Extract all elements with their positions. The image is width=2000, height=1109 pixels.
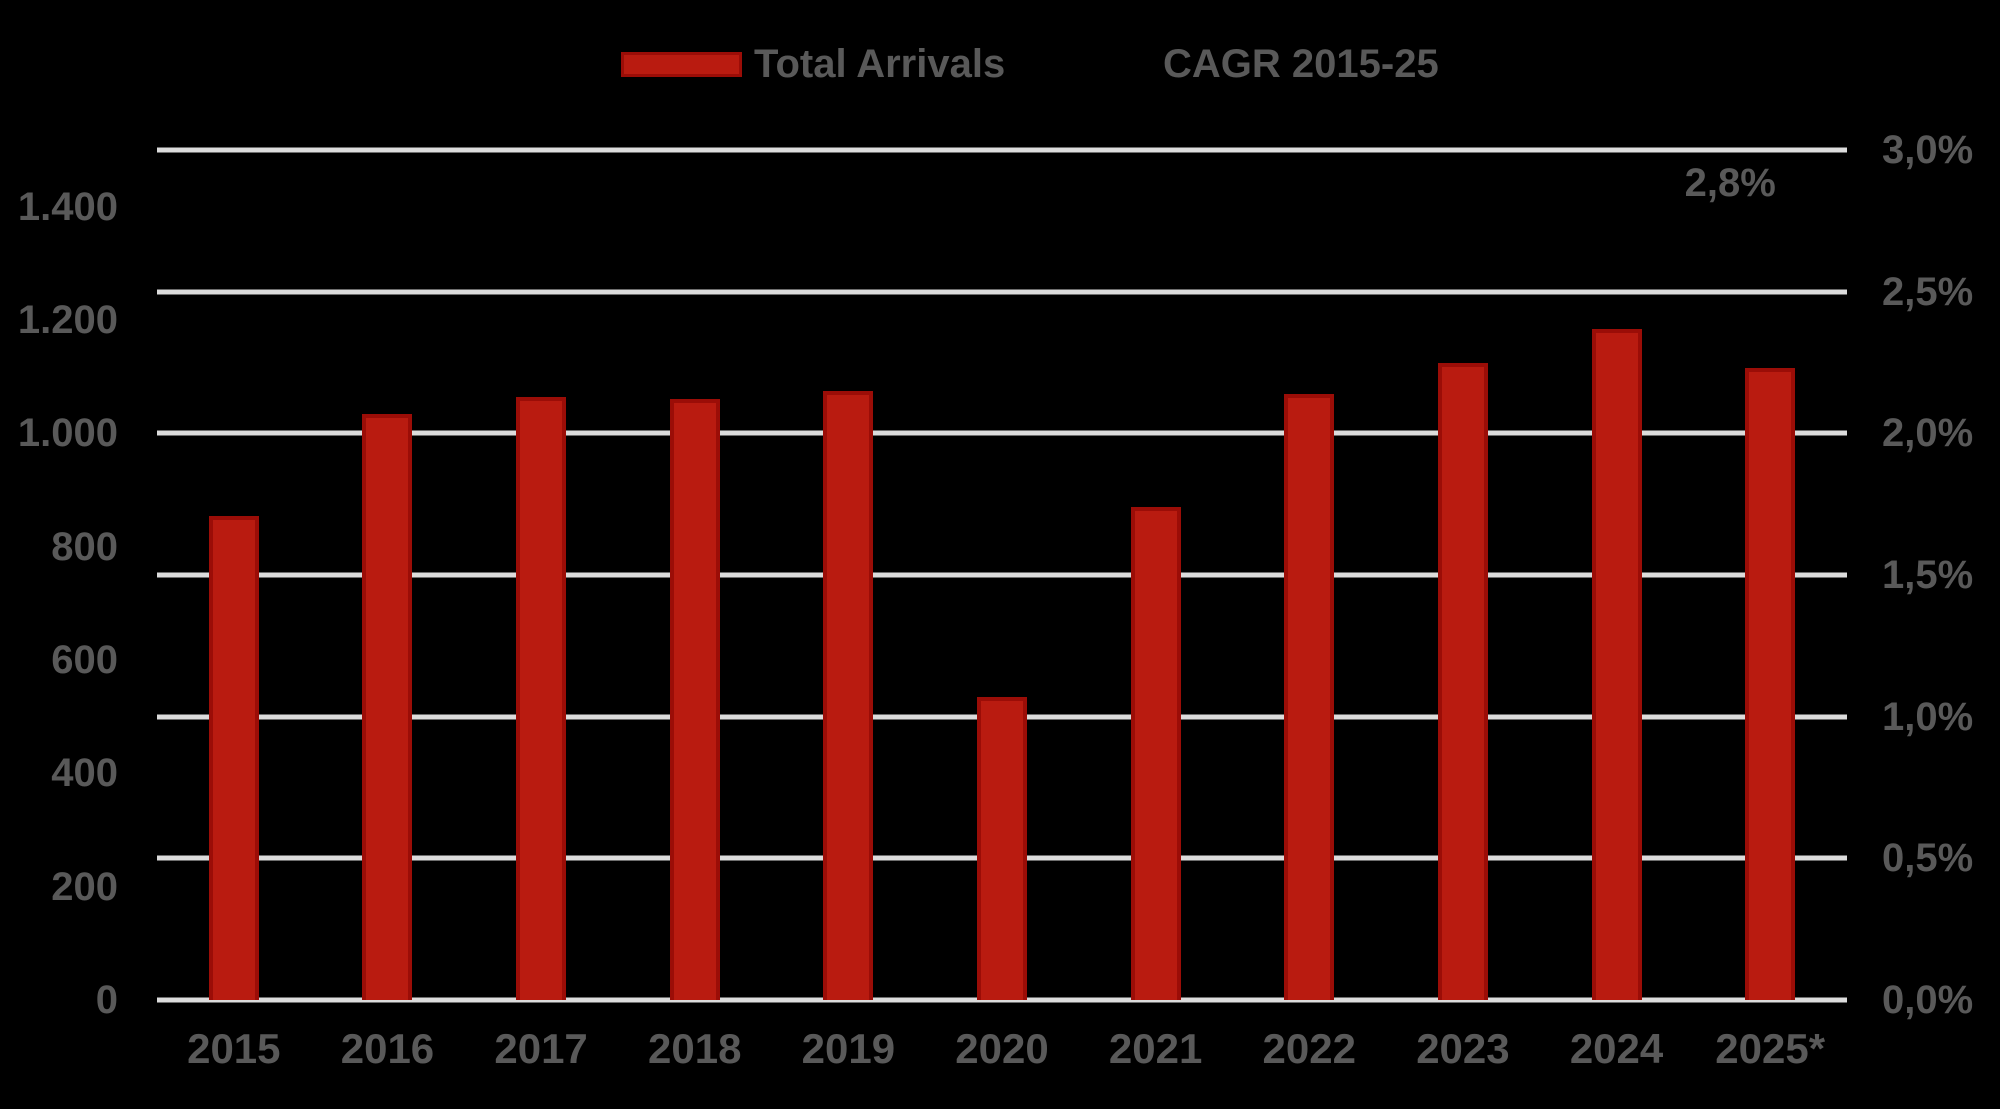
left-axis-tick-label: 200 [51,864,118,909]
cagr-legend-label: CAGR 2015-25 [1163,42,1439,86]
left-axis-tick-label: 1.200 [17,298,118,342]
x-axis-category-label: 2018 [648,1025,742,1072]
right-axis-tick-label: 1,5% [1882,553,1974,597]
x-axis-category-label: 2021 [1108,1025,1203,1072]
gridline [157,997,1847,1003]
x-axis-category-label: 2019 [801,1025,896,1072]
gridline [157,430,1847,436]
right-axis-tick-label: 2,5% [1882,269,1974,314]
x-axis-category-label: 2015 [187,1025,281,1072]
left-axis-tick-label: 1.000 [17,411,118,456]
bar-2021 [1130,507,1181,1000]
left-axis-tick-label: 400 [51,751,118,796]
x-axis-category-label: 2020 [955,1025,1049,1072]
gridline [157,289,1847,295]
x-axis-category-label: 2024 [1569,1025,1664,1072]
left-axis-tick-label: 600 [51,638,118,682]
right-axis-tick-label: 0,0% [1882,978,1974,1022]
right-axis-tick-label: 0,5% [1882,836,1974,881]
bar-2023 [1437,362,1488,1000]
bar-2024 [1591,328,1642,1000]
bar-2020 [977,696,1027,1000]
left-axis-tick-label: 800 [51,524,118,569]
x-axis-category-label: 2016 [340,1025,435,1072]
bar-2015 [208,515,259,1000]
right-axis-tick-label: 2,0% [1882,411,1974,456]
x-axis-category-label: 2025* [1715,1025,1826,1072]
bar-2025* [1745,368,1796,1000]
gridline [157,572,1847,578]
x-axis-category-label: 2017 [494,1025,588,1072]
gridline [157,147,1847,153]
right-axis-tick-label: 1,0% [1882,694,1974,739]
bar-2022 [1284,393,1335,1000]
x-axis-category-label: 2023 [1416,1025,1510,1072]
total-arrivals-legend-swatch-icon [621,52,742,77]
left-axis-tick-label: 0 [95,978,118,1022]
left-axis-tick-label: 1.400 [17,184,118,229]
bar-2017 [516,396,567,1000]
x-axis-category-label: 2022 [1262,1025,1356,1072]
bar-2016 [362,413,413,1000]
bar-2019 [823,390,874,1000]
right-axis-tick-label: 3,0% [1882,128,1974,172]
bar-2018 [669,399,720,1000]
total-arrivals-legend-label: Total Arrivals [754,42,1006,86]
cagr-value-annotation: 2,8% [1684,160,1776,205]
